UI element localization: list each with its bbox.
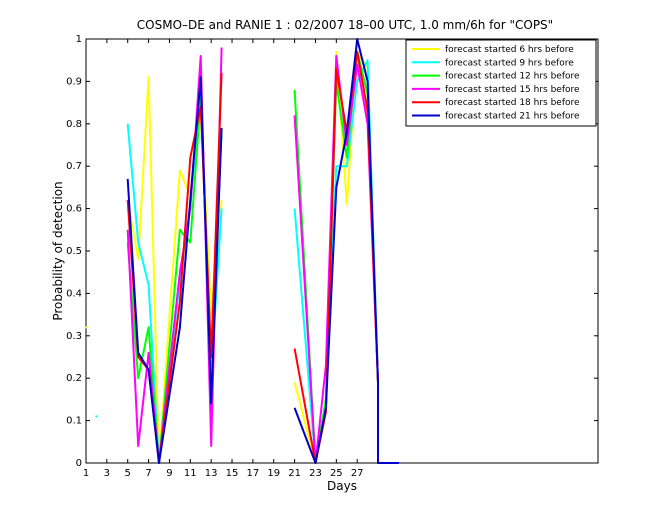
y-tick-label: 0 — [76, 458, 82, 469]
y-axis-label: Probability of detection — [51, 181, 65, 320]
y-tick-label: 1 — [76, 34, 82, 45]
y-tick-label: 0.4 — [66, 288, 82, 299]
x-tick-label: 21 — [288, 468, 301, 479]
series-layer — [85, 38, 399, 464]
legend: forecast started 6 hrs before forecast st… — [405, 39, 597, 127]
series-line — [126, 76, 223, 464]
legend-entry: forecast started 15 hrs before — [445, 85, 580, 95]
legend-entry: forecast started 18 hrs before — [445, 98, 580, 108]
x-tick-label: 23 — [309, 468, 322, 479]
series-point — [95, 415, 98, 418]
x-tick-label: 27 — [351, 468, 364, 479]
y-tick-label: 0.2 — [66, 373, 82, 384]
legend-entry: forecast started 9 hrs before — [445, 58, 574, 68]
chart-title: COSMO–DE and RANIE 1 : 02/2007 18–00 UTC… — [137, 18, 553, 32]
x-tick-label: 17 — [247, 468, 260, 479]
y-tick-label: 0.8 — [66, 119, 82, 130]
x-tick-label: 13 — [205, 468, 218, 479]
x-tick-label: 15 — [226, 468, 239, 479]
series-line — [126, 76, 223, 464]
ticks-layer: 1 3 5 7 9 11 13 15 17 19 21 23 25 2700.10.20.30.40.50… — [66, 34, 598, 479]
y-tick-label: 0.1 — [66, 416, 82, 427]
x-tick-label: 1 — [83, 468, 89, 479]
legend-entry: forecast started 21 hrs before — [445, 112, 580, 122]
x-tick-label: 25 — [330, 468, 343, 479]
x-tick-label: 9 — [166, 468, 172, 479]
x-tick-label: 7 — [145, 468, 151, 479]
legend-entry: forecast started 12 hrs before — [445, 72, 580, 82]
x-tick-label: 11 — [184, 468, 197, 479]
y-tick-label: 0.5 — [66, 246, 82, 257]
y-tick-label: 0.3 — [66, 331, 82, 342]
y-tick-label: 0.9 — [66, 76, 82, 87]
x-tick-label: 19 — [267, 468, 280, 479]
series-point — [85, 326, 87, 329]
legend-entry: forecast started 6 hrs before — [445, 45, 574, 55]
x-tick-label: 5 — [125, 468, 131, 479]
y-tick-label: 0.7 — [66, 161, 82, 172]
legend-box — [405, 39, 597, 127]
x-axis-label: Days — [327, 479, 357, 493]
x-tick-label: 3 — [104, 468, 110, 479]
y-tick-label: 0.6 — [66, 204, 82, 215]
series-line — [293, 38, 399, 464]
series-6 — [126, 38, 399, 464]
